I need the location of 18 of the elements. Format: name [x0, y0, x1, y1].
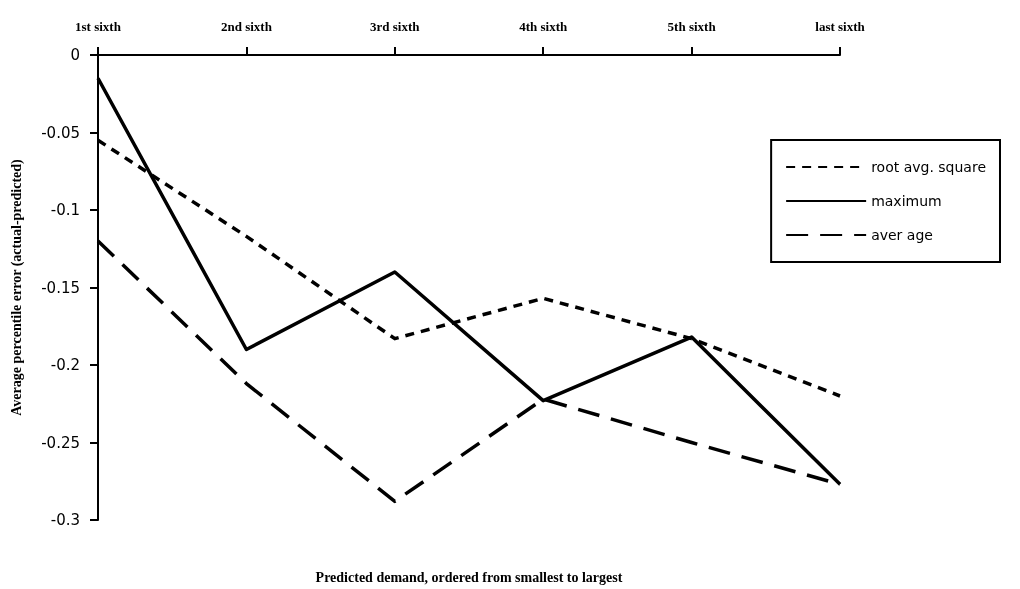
y-tick-label: -0.2	[50, 356, 80, 374]
x-tick-label: 3rd sixth	[370, 19, 421, 34]
text: maximum	[871, 193, 942, 209]
y-tick-label: -0.15	[41, 278, 80, 297]
x-tick-label: 4th sixth	[519, 19, 568, 34]
y-tick-label: -0.25	[41, 433, 80, 452]
text: root avg. square	[871, 159, 987, 175]
y-tick-label: -0.3	[50, 511, 80, 529]
x-tick-label: 1st sixth	[75, 19, 122, 34]
y-axis-title: Average percentile error (actual-predicted)	[8, 158, 25, 416]
x-axis-title: Predicted demand, ordered from smallest to largest	[315, 569, 623, 585]
y-tick-label: 0	[70, 46, 80, 64]
text: aver age	[871, 227, 933, 243]
y-tick-label: -0.1	[50, 201, 80, 219]
x-tick-label: 2nd sixth	[220, 19, 273, 34]
y-tick-label: -0.05	[41, 123, 80, 142]
x-tick-label: last sixth	[815, 19, 866, 34]
x-tick-label: 5th sixth	[667, 19, 717, 34]
